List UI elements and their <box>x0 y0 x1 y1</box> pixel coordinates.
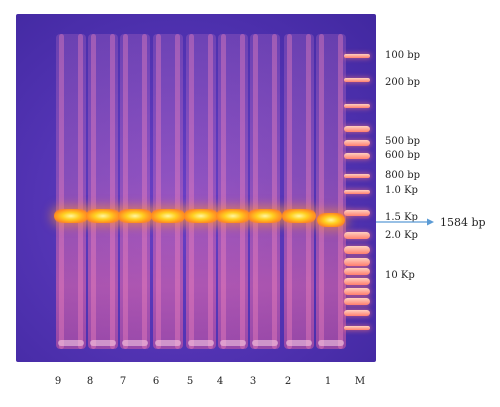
pcr-product-band <box>317 213 345 227</box>
ladder-band <box>344 78 370 82</box>
target-band-label: 1584 bp <box>440 216 486 229</box>
pcr-product-band <box>216 209 250 223</box>
size-marker-label: 1.0 Kp <box>385 185 418 196</box>
lane-smear <box>250 34 280 349</box>
size-marker-label: 1.5 Kp <box>385 212 418 223</box>
lane-smear <box>218 34 248 349</box>
size-marker-label: 800 bp <box>385 170 421 181</box>
ladder-band <box>344 258 370 266</box>
ladder-band <box>344 174 370 178</box>
ladder-band <box>344 232 370 239</box>
pcr-product-band <box>248 209 282 223</box>
lane-label: 6 <box>152 376 160 387</box>
lane-smear <box>186 34 216 349</box>
sample-lane <box>86 14 120 362</box>
pcr-product-band <box>184 209 218 223</box>
ladder-band <box>344 190 370 194</box>
lane-smear <box>56 34 86 349</box>
lane-well <box>252 340 278 346</box>
pcr-product-band <box>86 209 120 223</box>
size-marker-label: 2.0 Kp <box>385 230 418 241</box>
lane-smear <box>316 34 346 349</box>
sample-lane <box>316 14 346 362</box>
ladder-band <box>344 288 370 295</box>
agarose-gel-image <box>16 14 376 362</box>
ladder-band <box>344 326 370 330</box>
lane-well <box>155 340 181 346</box>
lane-smear <box>284 34 314 349</box>
lane-well <box>318 340 344 346</box>
sample-lane <box>248 14 282 362</box>
ladder-band <box>344 310 370 316</box>
lane-label: 3 <box>249 376 257 387</box>
ladder-band <box>344 153 370 159</box>
lane-smear <box>120 34 150 349</box>
sample-lane <box>216 14 250 362</box>
arrow-icon <box>376 218 434 226</box>
lane-well <box>122 340 148 346</box>
ladder-band <box>344 246 370 254</box>
lane-smear <box>88 34 118 349</box>
lane-well <box>90 340 116 346</box>
sample-lane <box>118 14 152 362</box>
pcr-product-band <box>118 209 152 223</box>
pcr-product-band <box>151 209 185 223</box>
ladder-band <box>344 268 370 275</box>
ladder-band <box>344 54 370 58</box>
sample-lane <box>151 14 185 362</box>
lane-smear <box>153 34 183 349</box>
ladder-band <box>344 126 370 132</box>
ladder-band <box>344 298 370 305</box>
sample-lane <box>184 14 218 362</box>
size-marker-label: 600 bp <box>385 150 421 161</box>
lane-well <box>58 340 84 346</box>
ladder-band <box>344 210 370 216</box>
lane-label: 8 <box>86 376 94 387</box>
lane-well <box>286 340 312 346</box>
size-marker-label: 500 bp <box>385 136 421 147</box>
lane-label: 5 <box>186 376 194 387</box>
lane-label: 9 <box>54 376 62 387</box>
lane-label: 7 <box>119 376 127 387</box>
size-marker-label: 10 Kp <box>385 270 415 281</box>
lane-label: 2 <box>284 376 292 387</box>
ladder-band <box>344 278 370 285</box>
lane-well <box>220 340 246 346</box>
ladder-band <box>344 140 370 146</box>
ladder-band <box>344 104 370 108</box>
sample-lane <box>54 14 88 362</box>
marker-lane-label: M <box>354 376 366 387</box>
pcr-product-band <box>282 209 316 223</box>
size-marker-label: 100 bp <box>385 50 421 61</box>
size-marker-label: 200 bp <box>385 77 421 88</box>
lane-label: 1 <box>324 376 332 387</box>
sample-lane <box>282 14 316 362</box>
lane-well <box>188 340 214 346</box>
pcr-product-band <box>54 209 88 223</box>
lane-label: 4 <box>216 376 224 387</box>
